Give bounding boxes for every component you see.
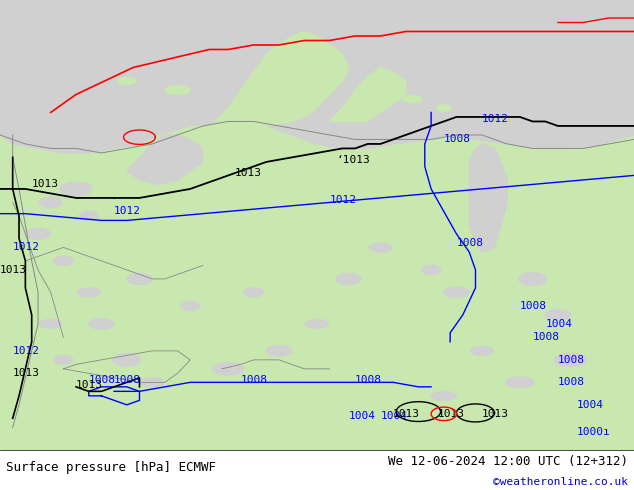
Polygon shape: [506, 377, 534, 388]
Text: We 12-06-2024 12:00 UTC (12+312): We 12-06-2024 12:00 UTC (12+312): [387, 455, 628, 468]
Text: 1012: 1012: [114, 206, 141, 217]
Text: ©weatheronline.co.uk: ©weatheronline.co.uk: [493, 477, 628, 487]
Polygon shape: [117, 77, 136, 85]
Polygon shape: [77, 288, 100, 297]
Polygon shape: [470, 346, 493, 355]
Polygon shape: [0, 0, 634, 153]
Text: 1013: 1013: [235, 168, 262, 178]
Polygon shape: [89, 318, 114, 329]
Polygon shape: [243, 288, 264, 297]
Polygon shape: [53, 256, 74, 266]
Text: 1008: 1008: [456, 238, 484, 248]
Polygon shape: [165, 85, 190, 95]
Text: 1008: 1008: [558, 377, 585, 388]
Text: 1008: 1008: [241, 375, 268, 385]
Text: 1008: 1008: [558, 355, 585, 365]
Polygon shape: [436, 105, 451, 111]
Text: Surface pressure [hPa] ECMWF: Surface pressure [hPa] ECMWF: [6, 462, 216, 474]
Text: 1004: 1004: [380, 411, 408, 421]
Text: 1012: 1012: [482, 114, 509, 124]
Text: 1013: 1013: [32, 179, 59, 190]
Text: 1013: 1013: [13, 368, 40, 378]
Polygon shape: [25, 228, 51, 239]
Text: 1008: 1008: [114, 375, 141, 385]
Polygon shape: [306, 319, 328, 328]
Text: 1013: 1013: [437, 409, 465, 419]
Polygon shape: [54, 355, 73, 365]
Text: 1008: 1008: [444, 134, 471, 145]
Polygon shape: [79, 211, 98, 220]
Polygon shape: [127, 135, 203, 184]
Text: 1000ı: 1000ı: [577, 427, 611, 437]
Polygon shape: [336, 273, 361, 284]
Text: 1013: 1013: [0, 265, 27, 275]
Polygon shape: [422, 266, 441, 274]
Polygon shape: [60, 182, 92, 196]
Polygon shape: [330, 68, 406, 122]
Polygon shape: [519, 272, 547, 285]
Polygon shape: [113, 354, 141, 366]
Polygon shape: [39, 319, 62, 328]
Text: 1012: 1012: [13, 346, 40, 356]
Polygon shape: [212, 363, 244, 375]
Polygon shape: [444, 287, 469, 298]
Text: 1013: 1013: [76, 380, 103, 390]
Polygon shape: [127, 273, 152, 284]
Text: 1008: 1008: [355, 375, 382, 385]
Polygon shape: [555, 353, 586, 367]
Text: 1004: 1004: [545, 319, 573, 329]
Text: 1012: 1012: [330, 195, 357, 205]
Polygon shape: [431, 392, 456, 400]
Polygon shape: [216, 31, 349, 126]
Polygon shape: [545, 310, 571, 320]
Polygon shape: [141, 378, 164, 387]
Text: 1013: 1013: [393, 409, 420, 419]
Polygon shape: [403, 96, 422, 102]
Text: 1008: 1008: [520, 301, 547, 311]
Polygon shape: [266, 345, 292, 356]
Polygon shape: [469, 144, 507, 252]
Text: 1004: 1004: [577, 400, 604, 410]
Text: 1008: 1008: [533, 332, 560, 343]
Text: 1013: 1013: [482, 409, 509, 419]
Text: 1004: 1004: [349, 411, 376, 421]
Text: 1012: 1012: [13, 243, 40, 252]
Text: ‘1013: ‘1013: [336, 155, 370, 165]
Polygon shape: [369, 243, 392, 252]
Polygon shape: [39, 197, 62, 208]
Polygon shape: [369, 85, 392, 95]
Polygon shape: [181, 301, 200, 310]
Text: 1008: 1008: [89, 375, 116, 385]
